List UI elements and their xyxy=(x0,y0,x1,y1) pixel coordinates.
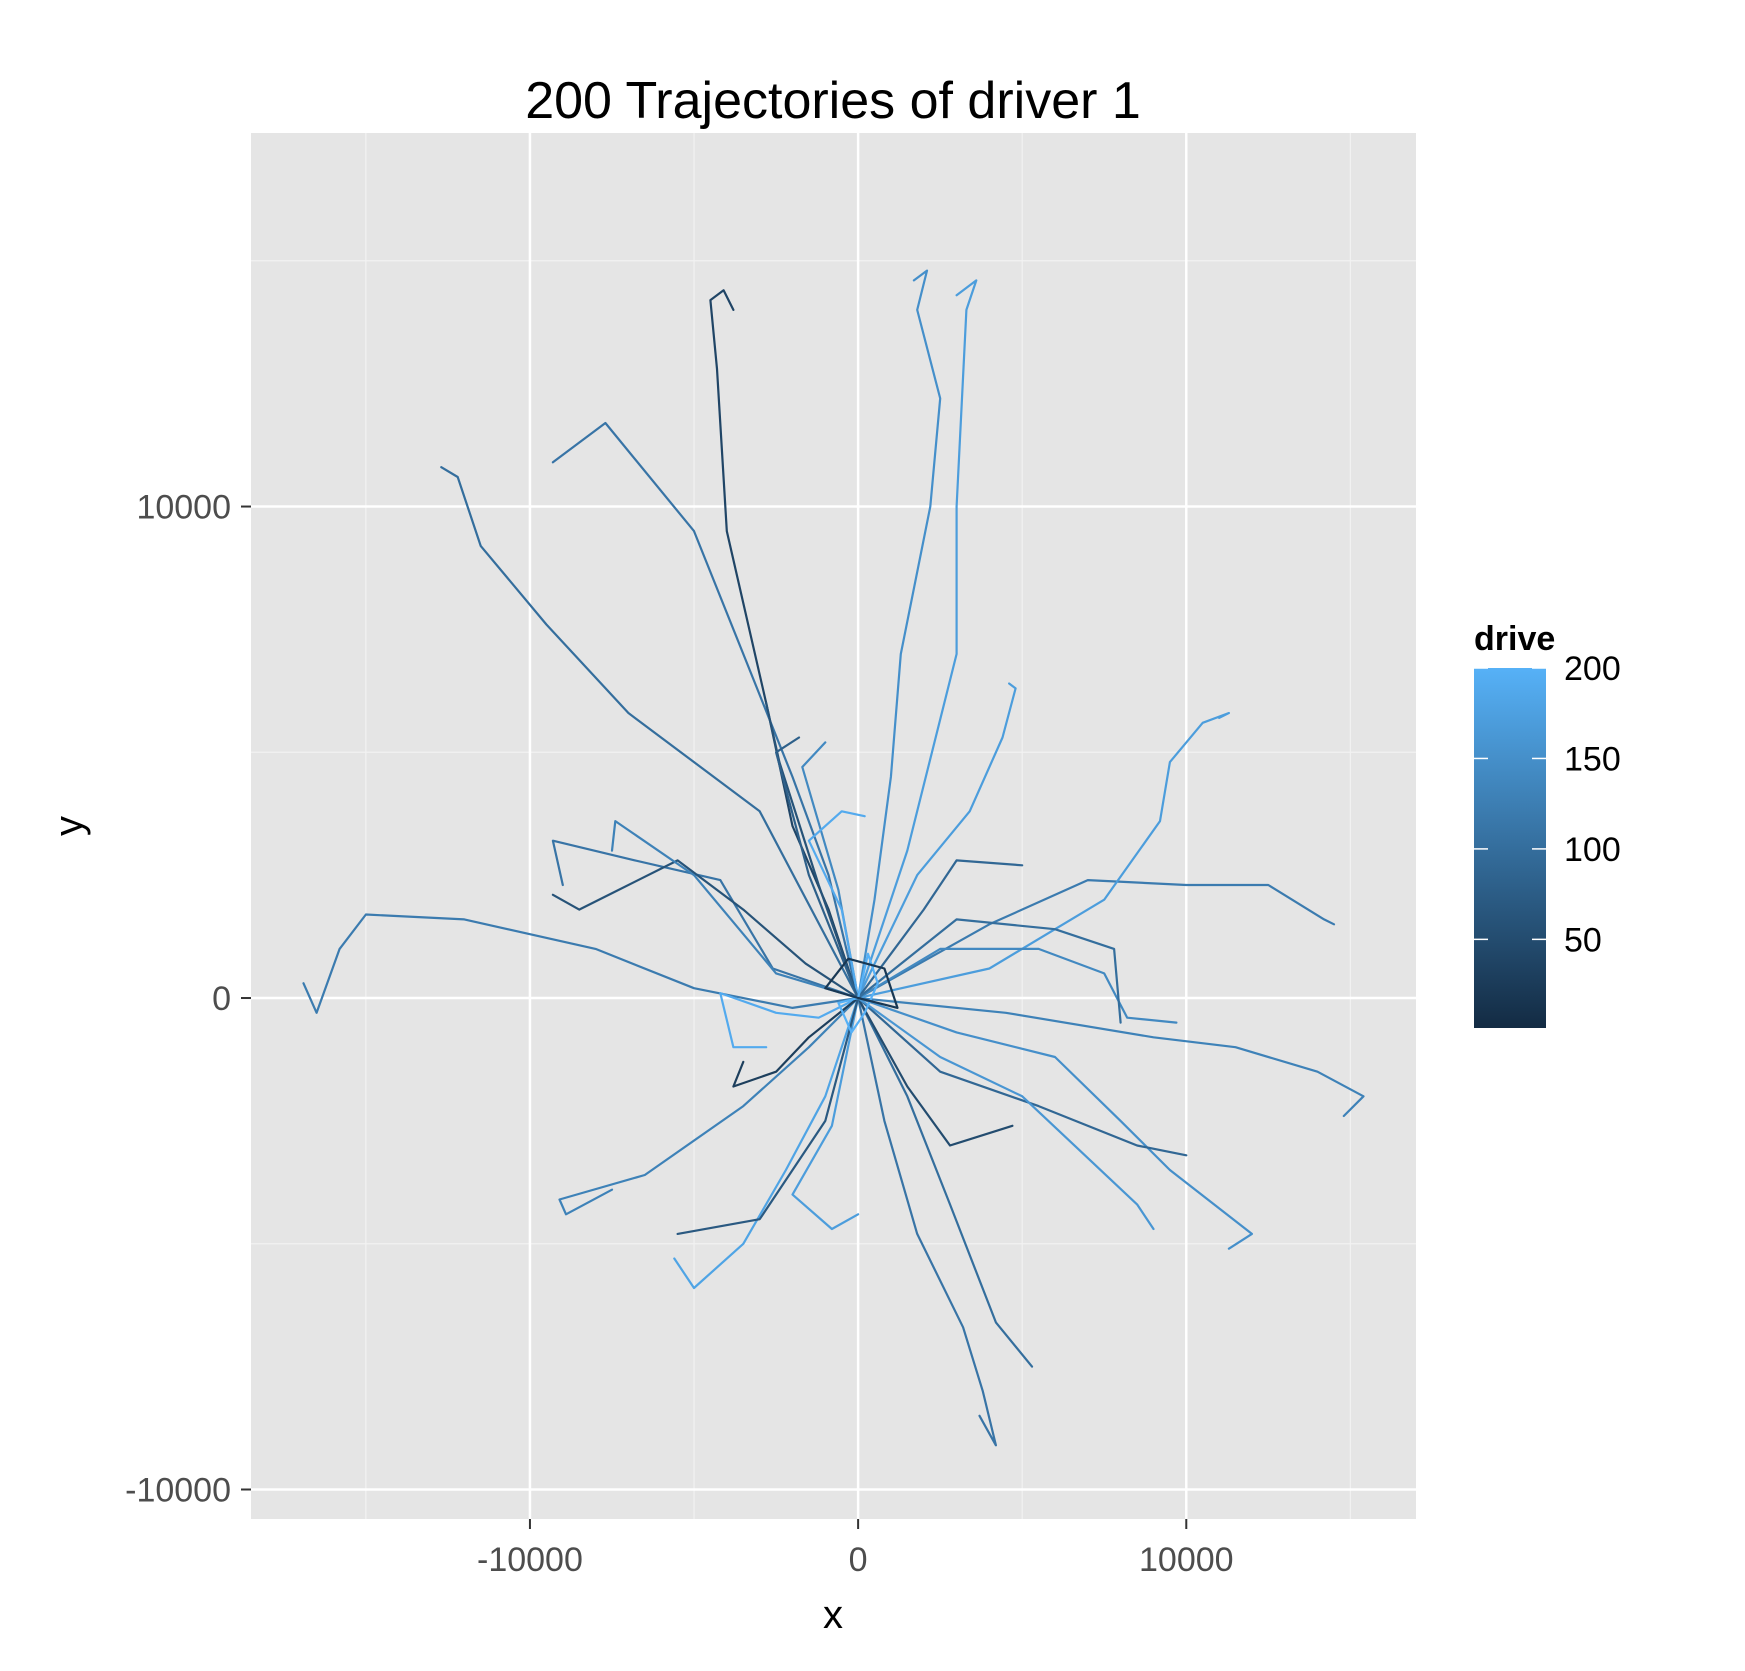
trajectory-line xyxy=(824,957,899,1010)
plot-panel xyxy=(251,133,1416,1519)
trajectory-line xyxy=(856,859,1024,1000)
trajectory-line xyxy=(837,952,879,1034)
trajectory-line xyxy=(551,839,860,1000)
y-tick-label: -10000 xyxy=(125,1472,231,1510)
trajectory-line xyxy=(856,996,1254,1250)
trajectory-line xyxy=(610,819,860,1000)
trajectory-line xyxy=(791,996,860,1231)
trajectory-line xyxy=(732,996,860,1088)
trajectory-line xyxy=(558,996,860,1216)
y-tick-label: 10000 xyxy=(136,489,231,527)
trajectory-line xyxy=(302,913,860,1014)
trajectory-line xyxy=(856,996,1188,1157)
legend-tick-label: 200 xyxy=(1564,650,1621,688)
trajectory-line xyxy=(551,859,860,1000)
trajectory-line xyxy=(856,996,1014,1147)
trajectory-line xyxy=(551,421,860,1000)
chart-title: 200 Trajectories of driver 1 xyxy=(525,72,1141,130)
trajectory-line xyxy=(856,996,998,1447)
trajectory-line xyxy=(673,996,860,1290)
x-axis-title: x xyxy=(823,1593,843,1637)
y-axis-title: y xyxy=(47,816,91,836)
trajectory-line xyxy=(856,996,1365,1118)
legend-colorbar xyxy=(1474,668,1546,1028)
legend: drive 50 100 150 200 xyxy=(1474,620,1621,1028)
minor-gridlines xyxy=(251,133,1416,1519)
trajectory-lines xyxy=(302,269,1365,1447)
major-gridlines xyxy=(251,133,1416,1519)
trajectory-line xyxy=(856,682,1017,1000)
legend-title: drive xyxy=(1474,620,1555,658)
legend-ticks: 50 100 150 200 xyxy=(1474,650,1621,959)
trajectory-line xyxy=(856,947,1178,1024)
trajectory-line xyxy=(856,279,978,1000)
tick-labels: -10000 0 10000 -10000 0 10000 xyxy=(125,489,1233,1579)
x-tick-label: -10000 xyxy=(477,1541,583,1579)
x-tick-label: 0 xyxy=(849,1541,868,1579)
trajectory-line xyxy=(440,466,860,1000)
legend-tick-label: 150 xyxy=(1564,740,1621,778)
legend-tick-label: 100 xyxy=(1564,831,1621,869)
trajectory-line xyxy=(856,918,1122,1024)
x-tick-label: 10000 xyxy=(1139,1541,1234,1579)
trajectory-line xyxy=(765,701,860,1000)
trajectory-line xyxy=(856,996,1034,1368)
axis-ticks xyxy=(241,505,1188,1529)
trajectory-line xyxy=(856,996,1155,1231)
trajectory-line xyxy=(856,711,1231,1000)
trajectory-line xyxy=(856,878,1336,1000)
trajectory-line xyxy=(807,810,866,1000)
trajectory-line xyxy=(719,991,860,1049)
trajectory-line xyxy=(774,736,860,1000)
trajectory-line xyxy=(856,269,942,1000)
legend-tick-label: 50 xyxy=(1564,921,1602,959)
trajectory-line xyxy=(676,996,860,1236)
y-tick-label: 0 xyxy=(212,980,231,1018)
